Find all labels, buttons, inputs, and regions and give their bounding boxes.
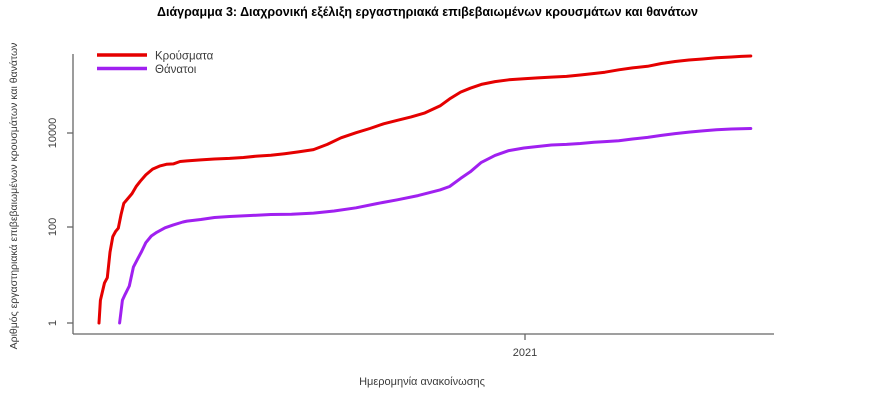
legend-deaths-label: Θάνατοι xyxy=(155,64,197,76)
x-axis-label: Ημερομηνία ανακοίνωσης xyxy=(359,376,485,388)
x-tick-label-2021: 2021 xyxy=(513,347,537,359)
series-layer xyxy=(97,54,753,325)
deaths-line xyxy=(118,127,753,325)
legend-cases-label: Κρούσματα xyxy=(155,51,214,63)
y-tick-label-10000: 10000 xyxy=(47,118,59,149)
y-tick-label-1: 1 xyxy=(47,320,59,326)
legend: Κρούσματα Θάνατοι xyxy=(97,51,214,76)
cases-line xyxy=(97,54,753,325)
y-tick-label-100: 100 xyxy=(47,218,59,236)
chart-title: Διάγραμμα 3: Διαχρονική εξέλιξη εργαστηρ… xyxy=(156,5,699,19)
